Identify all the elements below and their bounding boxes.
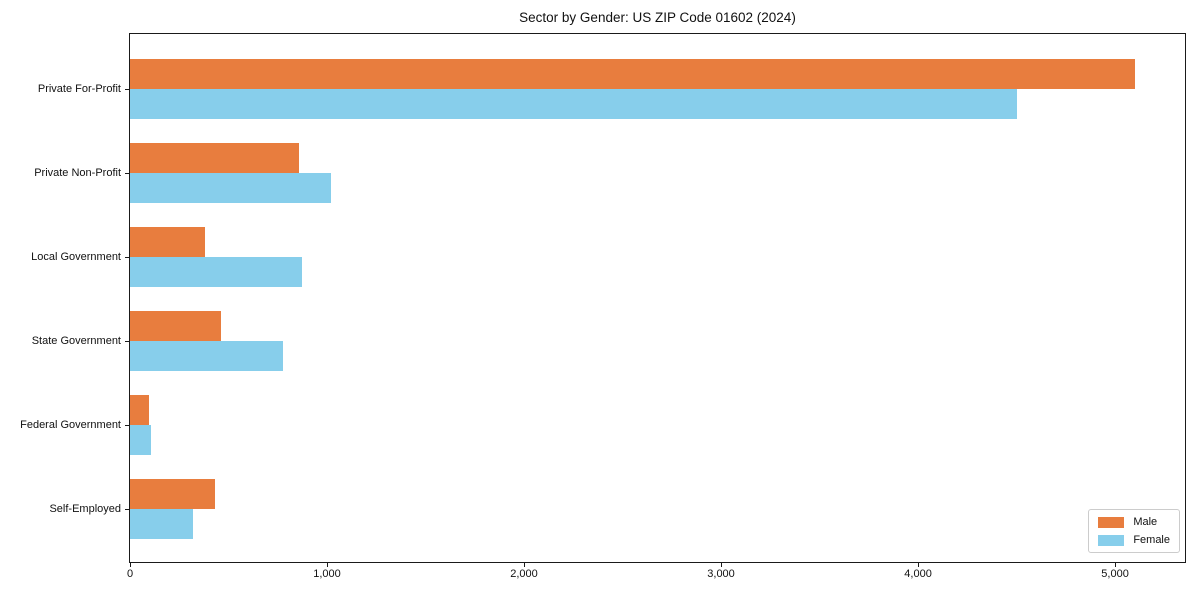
bar-female: [130, 509, 194, 539]
legend-swatch-male: [1098, 516, 1125, 528]
y-axis-tick-label: Local Government: [31, 251, 121, 263]
x-axis-tick-mark: [918, 563, 920, 567]
y-axis-tick-mark: [125, 89, 129, 90]
legend-label: Female: [1133, 534, 1170, 546]
bar-female: [130, 173, 331, 203]
x-axis-tick-label: 4,000: [904, 568, 932, 580]
y-axis-tick-mark: [125, 425, 129, 426]
y-axis-tick-label: Private For-Profit: [37, 83, 121, 95]
x-axis-tick-label: 3,000: [707, 568, 735, 580]
bar-group: [130, 311, 1185, 371]
bar-female: [130, 341, 283, 371]
y-axis-tick-mark: [125, 509, 129, 510]
bar-female: [130, 257, 303, 287]
legend-label: Male: [1133, 516, 1158, 528]
x-axis-tick-mark: [130, 563, 131, 567]
bar-female: [130, 89, 1017, 119]
bar-male: [130, 227, 205, 257]
bar-group: [130, 143, 1185, 203]
legend: Male Female: [1088, 509, 1180, 553]
bar-group: [130, 59, 1185, 119]
x-axis-tick-mark: [1115, 563, 1117, 567]
legend-entry-male: Male: [1098, 516, 1170, 528]
x-axis-tick-label: 5,000: [1101, 568, 1129, 580]
y-axis-tick-mark: [125, 257, 129, 258]
bar-group: [130, 479, 1185, 539]
y-axis-tick-label: Federal Government: [20, 419, 121, 431]
y-axis-tick-label: State Government: [31, 335, 121, 347]
y-axis-tick-mark: [125, 173, 129, 174]
legend-entry-female: Female: [1098, 534, 1170, 546]
x-axis-tick-label: 2,000: [510, 568, 538, 580]
bar-male: [130, 59, 1135, 89]
bar-female: [130, 425, 151, 455]
bar-male: [130, 143, 300, 173]
legend-swatch-female: [1098, 534, 1125, 546]
x-axis-tick-label: 0: [126, 568, 134, 580]
bar-male: [130, 395, 149, 425]
x-axis-tick-mark: [327, 563, 328, 567]
bar-male: [130, 311, 221, 341]
x-axis-tick-mark: [524, 563, 526, 567]
x-axis-tick-mark: [721, 563, 723, 567]
x-axis-tick-label: 1,000: [313, 568, 341, 580]
bar-male: [130, 479, 215, 509]
chart-title: Sector by Gender: US ZIP Code 01602 (202…: [519, 10, 796, 25]
bar-group: [130, 395, 1185, 455]
bar-group: [130, 227, 1185, 287]
y-axis-tick-label: Private Non-Profit: [34, 167, 121, 179]
y-axis-tick-mark: [125, 341, 129, 342]
y-axis-tick-label: Self-Employed: [49, 503, 121, 515]
plot-area: Male Female Private For-Profit Private Non…: [20, 33, 1186, 580]
